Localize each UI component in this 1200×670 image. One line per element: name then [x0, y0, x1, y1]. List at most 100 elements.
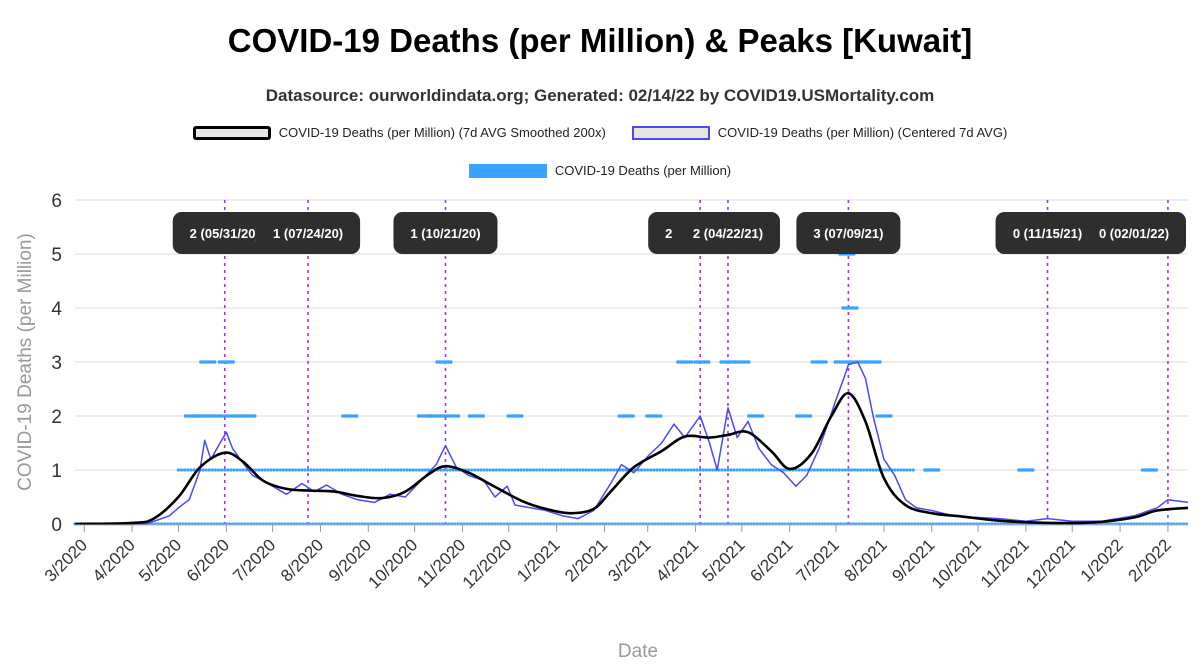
daily-point: [822, 468, 826, 472]
daily-point: [420, 468, 424, 472]
daily-point: [584, 468, 588, 472]
daily-point: [266, 468, 270, 472]
legend-swatch-smoothed: [192, 125, 271, 140]
daily-point: [720, 468, 724, 472]
daily-point: [624, 468, 628, 472]
daily-point: [747, 468, 752, 472]
daily-point: [519, 468, 523, 472]
daily-point: [368, 468, 372, 472]
daily-point: [652, 468, 656, 472]
daily-point: [402, 468, 406, 472]
daily-point: [501, 468, 505, 472]
daily-point: [497, 468, 502, 472]
daily-point: [291, 468, 295, 472]
daily-point: [220, 468, 224, 472]
daily-point: [828, 468, 832, 472]
daily-point: [587, 468, 591, 472]
daily-point: [547, 468, 551, 472]
daily-point: [300, 468, 304, 472]
daily-point: [578, 468, 582, 472]
peak-label-box: [796, 212, 901, 254]
daily-point: [643, 468, 647, 472]
peak-label-text: 2 (05/31/20): [190, 226, 260, 241]
series-line-centered-avg: [75, 361, 1189, 525]
daily-point: [516, 468, 520, 472]
daily-point: [849, 468, 854, 472]
daily-point: [405, 468, 409, 472]
y-tick-label: 0: [51, 515, 62, 536]
daily-point: [482, 468, 486, 472]
y-tick-label: 3: [51, 353, 62, 374]
daily-point: [189, 468, 193, 472]
daily-point: [417, 468, 421, 472]
daily-point: [902, 468, 906, 472]
peak-label-box: [1082, 212, 1186, 254]
daily-point: [380, 468, 384, 472]
daily-point: [389, 468, 394, 472]
legend-item-smoothed[interactable]: COVID-19 Deaths (per Million) (7d AVG Sm…: [192, 125, 606, 140]
daily-point: [808, 414, 813, 418]
daily-point: [649, 468, 653, 472]
daily-point: [670, 468, 675, 472]
peak-label-box: [172, 212, 277, 254]
daily-point: [572, 468, 576, 472]
daily-point: [365, 468, 369, 472]
daily-point: [358, 468, 363, 472]
daily-point: [695, 468, 699, 472]
daily-point: [232, 468, 236, 472]
x-tick-label: 8/2020: [277, 535, 327, 585]
x-tick-label: 8/2021: [841, 535, 891, 585]
daily-point: [476, 468, 480, 472]
y-tick-label: 5: [51, 245, 62, 266]
daily-point: [223, 468, 227, 472]
legend-item-daily[interactable]: COVID-19 Deaths (per Million): [468, 163, 731, 178]
daily-point: [781, 468, 786, 472]
daily-point: [449, 360, 453, 364]
daily-point: [355, 468, 360, 472]
daily-point: [383, 468, 387, 472]
daily-point: [210, 468, 214, 472]
daily-point: [207, 468, 211, 472]
daily-point: [507, 468, 511, 472]
x-tick-label: 1/2021: [513, 535, 563, 585]
legend: COVID-19 Deaths (per Million) (7d AVG Sm…: [0, 125, 1200, 140]
legend-item-centered-avg[interactable]: COVID-19 Deaths (per Million) (Centered …: [631, 125, 1007, 140]
daily-point: [843, 468, 847, 472]
daily-point: [346, 468, 350, 472]
daily-point: [590, 468, 594, 472]
daily-point: [852, 468, 857, 472]
daily-point: [575, 468, 579, 472]
peak-label-box: [256, 212, 361, 254]
daily-point: [701, 468, 705, 472]
x-tick-label: 10/2020: [365, 535, 422, 592]
daily-point: [309, 468, 313, 472]
daily-point: [747, 360, 751, 364]
daily-point: [729, 468, 733, 472]
daily-point: [664, 468, 668, 472]
daily-point: [377, 468, 381, 472]
daily-point: [451, 468, 455, 472]
daily-point: [510, 468, 514, 472]
daily-point: [809, 468, 813, 472]
x-tick-label: 12/2021: [1022, 535, 1079, 592]
daily-point: [494, 468, 499, 472]
daily-point: [878, 360, 882, 364]
daily-point: [513, 468, 517, 472]
daily-point: [738, 468, 742, 472]
daily-point: [408, 468, 412, 472]
daily-point: [905, 468, 909, 472]
x-tick-label: 5/2020: [135, 535, 185, 585]
daily-point: [352, 468, 357, 472]
daily-point: [479, 468, 483, 472]
daily-point: [485, 468, 489, 472]
daily-point: [321, 468, 326, 472]
y-tick-label: 2: [51, 407, 62, 428]
legend-row-2: COVID-19 Deaths (per Million): [0, 163, 1200, 178]
daily-point: [602, 468, 607, 472]
daily-point: [538, 468, 542, 472]
daily-point: [183, 468, 187, 472]
x-tick-label: 12/2020: [459, 535, 516, 592]
x-tick-label: 3/2020: [41, 535, 91, 585]
y-tick-label: 1: [51, 461, 62, 482]
peak-label-box: [675, 212, 780, 254]
